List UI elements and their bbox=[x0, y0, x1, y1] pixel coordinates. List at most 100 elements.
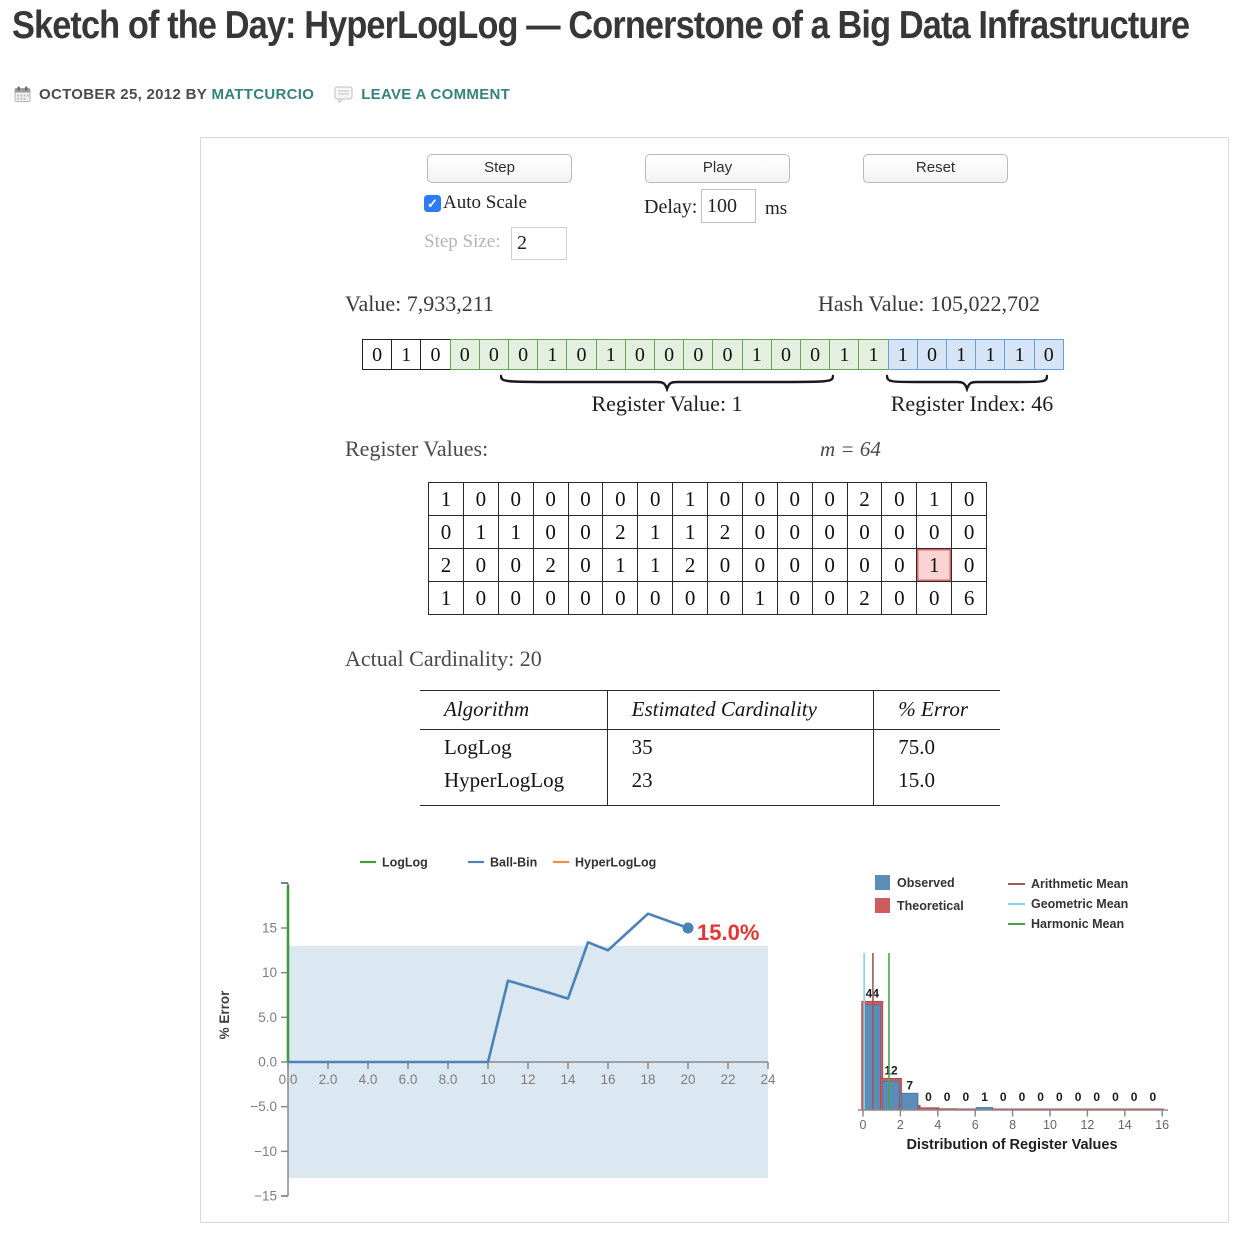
svg-text:Theoretical: Theoretical bbox=[897, 899, 964, 913]
delay-unit-label: ms bbox=[765, 198, 788, 219]
register-cell: 1 bbox=[742, 582, 778, 615]
svg-text:Harmonic Mean: Harmonic Mean bbox=[1031, 917, 1124, 931]
delay-input[interactable] bbox=[701, 189, 756, 223]
bit-cell-register_index_bits: 0 bbox=[1033, 339, 1064, 370]
step-button[interactable]: Step bbox=[427, 154, 572, 183]
register-cell: 0 bbox=[673, 582, 708, 615]
leave-comment-link[interactable]: LEAVE A COMMENT bbox=[361, 86, 511, 103]
svg-text:0: 0 bbox=[1112, 1090, 1119, 1104]
register-cell: 0 bbox=[917, 516, 953, 549]
svg-text:2: 2 bbox=[897, 1118, 904, 1132]
svg-text:0: 0 bbox=[1037, 1090, 1044, 1104]
register-cell: 0 bbox=[742, 516, 778, 549]
svg-text:16: 16 bbox=[600, 1072, 615, 1087]
register-cell: 0 bbox=[533, 483, 569, 516]
register-cell: 0 bbox=[847, 549, 883, 582]
post-date: OCTOBER 25, 2012 BY bbox=[39, 86, 207, 103]
register-cell: 0 bbox=[812, 483, 848, 516]
svg-text:0: 0 bbox=[925, 1090, 932, 1104]
bit-cell-register_index_bits: 1 bbox=[975, 339, 1006, 370]
register-cell: 0 bbox=[882, 483, 918, 516]
svg-text:0: 0 bbox=[1019, 1090, 1026, 1104]
page-title: Sketch of the Day: HyperLogLog — Corners… bbox=[12, 4, 1190, 47]
register-cell: 0 bbox=[533, 516, 569, 549]
bit-cell-register_value_bits: 1 bbox=[741, 339, 772, 370]
register-cell: 2 bbox=[847, 483, 883, 516]
svg-text:1: 1 bbox=[981, 1090, 988, 1104]
bit-cell-register_value_bits: 0 bbox=[770, 339, 802, 370]
register-cell: 0 bbox=[463, 483, 499, 516]
register-cell: 0 bbox=[812, 549, 848, 582]
register-cell: 0 bbox=[708, 549, 743, 582]
register-values-label: Register Values: bbox=[345, 436, 489, 461]
svg-text:12: 12 bbox=[1080, 1118, 1094, 1132]
auto-scale-checkbox[interactable]: ✓ bbox=[424, 194, 441, 212]
register-cell: 1 bbox=[603, 549, 639, 582]
bit-cell-register_value_bits: 0 bbox=[800, 339, 831, 370]
register-cell: 1 bbox=[429, 582, 464, 615]
svg-text:4.0: 4.0 bbox=[359, 1072, 378, 1087]
register-cell: 0 bbox=[777, 549, 813, 582]
register-cell: 0 bbox=[463, 582, 499, 615]
svg-text:15: 15 bbox=[262, 921, 277, 936]
bit-cell-register_value_bits: 0 bbox=[566, 339, 597, 370]
svg-text:14: 14 bbox=[560, 1072, 576, 1087]
author-link[interactable]: MATTCURCIO bbox=[211, 86, 315, 103]
svg-text:4: 4 bbox=[934, 1118, 941, 1132]
svg-text:−15: −15 bbox=[254, 1188, 277, 1203]
svg-text:5.0: 5.0 bbox=[258, 1010, 277, 1025]
auto-scale-label: Auto Scale bbox=[443, 192, 527, 213]
register-cell: 0 bbox=[742, 483, 778, 516]
current-value-label: Value: 7,933,211 bbox=[345, 291, 494, 316]
register-value-brace bbox=[500, 374, 834, 392]
bit-cell-register_value_bits: 0 bbox=[683, 339, 714, 370]
register-cell: 0 bbox=[638, 582, 674, 615]
bit-cell-register_value_bits: 0 bbox=[624, 339, 656, 370]
register-cell-highlighted: 1 bbox=[917, 549, 953, 582]
register-cell: 2 bbox=[603, 516, 639, 549]
cardinality-cell: 15.0 bbox=[873, 763, 1000, 806]
svg-text:8: 8 bbox=[1009, 1118, 1016, 1132]
svg-text:LogLog: LogLog bbox=[382, 856, 428, 870]
svg-text:6.0: 6.0 bbox=[399, 1072, 418, 1087]
svg-text:10: 10 bbox=[480, 1072, 495, 1087]
svg-text:10: 10 bbox=[262, 965, 277, 980]
bit-cell-register_value_bits: 0 bbox=[478, 339, 510, 370]
step-size-input[interactable] bbox=[511, 227, 567, 260]
play-button[interactable]: Play bbox=[645, 154, 790, 183]
register-cell: 0 bbox=[498, 582, 534, 615]
svg-text:7: 7 bbox=[906, 1078, 913, 1092]
svg-text:6: 6 bbox=[972, 1118, 979, 1132]
step-size-label: Step Size: bbox=[424, 231, 501, 252]
m-label: m = 64 bbox=[820, 437, 881, 461]
register-cell: 0 bbox=[568, 582, 604, 615]
register-cell: 0 bbox=[952, 549, 987, 582]
register-cell: 0 bbox=[777, 516, 813, 549]
register-cell: 2 bbox=[847, 582, 883, 615]
svg-text:0: 0 bbox=[963, 1090, 970, 1104]
bit-cell-unused: 0 bbox=[420, 339, 451, 370]
cardinality-cell: HyperLogLog bbox=[444, 768, 565, 792]
register-cell: 1 bbox=[638, 549, 674, 582]
svg-text:12: 12 bbox=[884, 1063, 898, 1077]
register-cell: 0 bbox=[568, 483, 604, 516]
col-estimated-cardinality: Estimated Cardinality bbox=[606, 690, 874, 730]
register-cell: 1 bbox=[673, 516, 708, 549]
svg-text:0: 0 bbox=[1131, 1090, 1138, 1104]
register-cell: 2 bbox=[429, 549, 464, 582]
bit-cell-register_value_bits: 1 bbox=[537, 339, 568, 370]
svg-text:10: 10 bbox=[1043, 1118, 1057, 1132]
register-cell: 2 bbox=[708, 516, 743, 549]
register-cell: 1 bbox=[917, 483, 953, 516]
cardinality-cell: LogLog bbox=[444, 735, 512, 759]
register-cell: 0 bbox=[847, 516, 883, 549]
register-cell: 0 bbox=[742, 549, 778, 582]
bit-cell-register_value_bits: 0 bbox=[508, 339, 539, 370]
svg-text:14: 14 bbox=[1118, 1118, 1132, 1132]
register-index-caption: Register Index: 46 bbox=[890, 391, 1054, 416]
register-cell: 0 bbox=[568, 516, 604, 549]
cardinality-cell: 75.0 bbox=[873, 729, 1000, 763]
svg-text:0: 0 bbox=[1056, 1090, 1063, 1104]
reset-button[interactable]: Reset bbox=[863, 154, 1008, 183]
